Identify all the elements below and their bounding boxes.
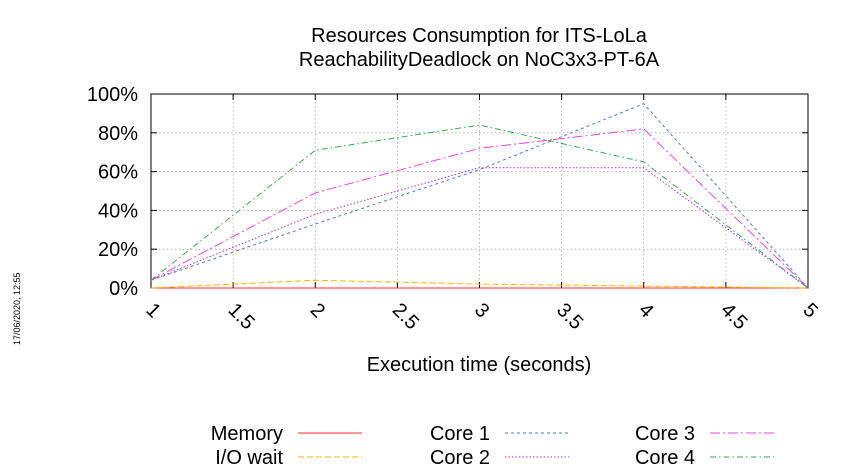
x-tick-label: 3 xyxy=(470,299,493,322)
legend-label-core-2: Core 2 xyxy=(430,447,490,469)
legend-label-i-o-wait: I/O wait xyxy=(215,447,283,469)
series-group xyxy=(150,103,809,289)
x-tick-label: 1 xyxy=(141,299,164,322)
series-line-core-2 xyxy=(150,167,809,289)
y-tick-label: 0% xyxy=(109,278,138,300)
series-line-i-o-wait xyxy=(150,279,809,289)
x-tick-label: 2.5 xyxy=(388,299,423,334)
y-tick-label: 40% xyxy=(98,200,138,222)
series-line-core-3 xyxy=(150,128,809,289)
legend-label-core-3: Core 3 xyxy=(635,423,695,445)
x-axis: 1 1.5 2 2.5 3 3.5 4 4.5 5 xyxy=(141,94,822,334)
timestamp: 17/06/2020, 12:55 xyxy=(12,272,22,345)
y-tick-label: 20% xyxy=(98,239,138,261)
x-axis-label: Execution time (seconds) xyxy=(367,354,592,376)
x-tick-label: 2 xyxy=(306,299,329,322)
x-tick-label: 5 xyxy=(798,299,821,322)
y-tick-label: 80% xyxy=(98,123,138,145)
legend-label-core-4: Core 4 xyxy=(635,447,695,469)
chart-title-line-1: Resources Consumption for ITS-LoLa xyxy=(311,25,648,47)
series-line-core-1 xyxy=(150,103,809,289)
grid xyxy=(150,93,809,289)
x-tick-label: 4.5 xyxy=(716,299,751,334)
y-axis: 0% 20% 40% 60% 80% 100% xyxy=(87,84,808,300)
x-tick-label: 3.5 xyxy=(552,299,587,334)
series-line-core-4 xyxy=(150,124,809,289)
x-tick-label: 1.5 xyxy=(224,299,259,334)
legend-label-core-1: Core 1 xyxy=(430,423,490,445)
y-tick-label: 100% xyxy=(87,84,138,106)
y-tick-label: 60% xyxy=(98,162,138,184)
legend-label-memory: Memory xyxy=(211,423,283,445)
x-tick-label: 4 xyxy=(634,299,657,322)
chart-title-line-2: ReachabilityDeadlock on NoC3x3-PT-6A xyxy=(299,49,660,71)
